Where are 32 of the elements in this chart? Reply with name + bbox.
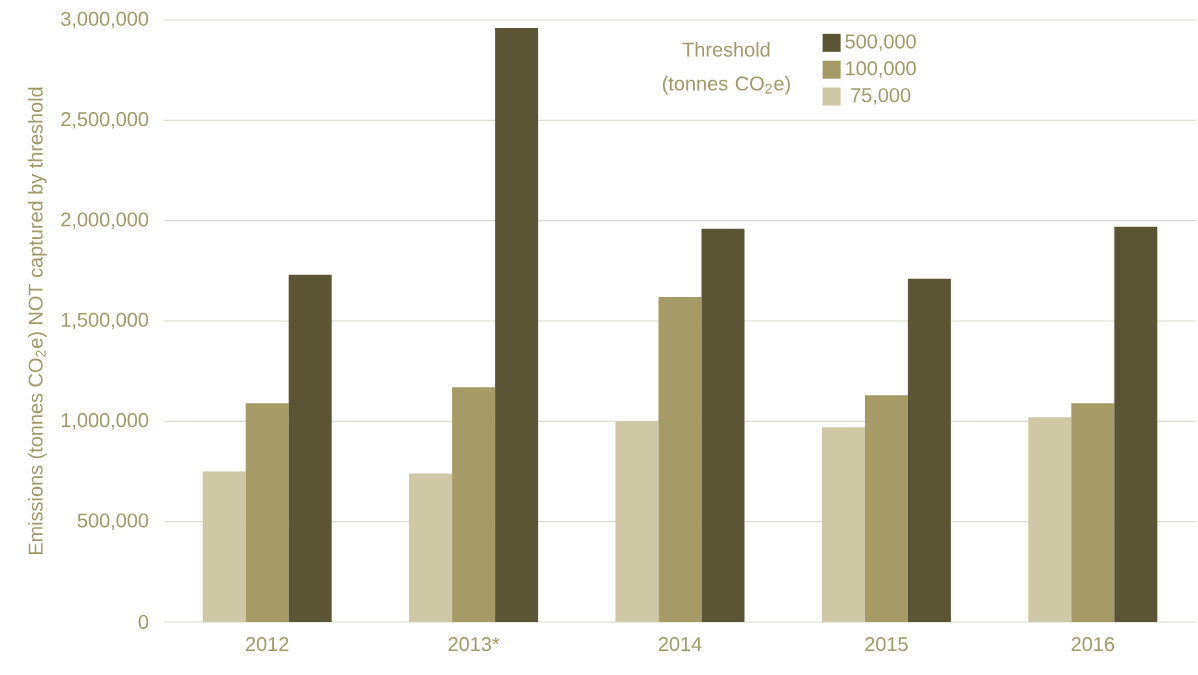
y-axis-title: Emissions (tonnes CO$_{2}$e) NOT captured by threshold — [28, 87, 47, 555]
bar — [409, 473, 453, 622]
bar — [452, 387, 496, 622]
bar — [245, 403, 289, 622]
bar — [701, 228, 745, 622]
x-tick-label: 2013* — [448, 637, 500, 652]
bar — [1114, 226, 1158, 622]
x-tick-label: 2016 — [1071, 637, 1115, 652]
bar — [495, 28, 539, 622]
legend-label: 500,000 — [845, 34, 916, 51]
y-tick-label: 0 — [138, 614, 149, 630]
legend-label: 75,000 — [851, 88, 911, 105]
bar — [1028, 417, 1072, 622]
bar — [202, 471, 246, 622]
legend-label: 100,000 — [846, 61, 916, 78]
x-tick-label: 2012 — [246, 637, 289, 652]
x-tick-label: 2014 — [658, 637, 702, 652]
x-tick-label: 2015 — [865, 637, 908, 652]
bar — [615, 421, 659, 622]
legend-title: Threshold (tonnes CO$_{2}$e) — [662, 42, 790, 95]
y-tick-label: 1,500,000 — [61, 312, 149, 330]
y-tick-label: 2,500,000 — [61, 112, 149, 129]
bar — [821, 427, 865, 622]
bar — [658, 296, 702, 622]
bar — [907, 278, 951, 622]
y-tick-label: 3,000,000 — [61, 11, 149, 29]
bar — [1071, 403, 1115, 622]
bar — [864, 395, 908, 622]
y-tick-label: 2,000,000 — [61, 212, 149, 229]
y-tick-label: 500,000 — [77, 513, 149, 530]
bar — [288, 274, 332, 622]
y-tick-label: 1,000,000 — [61, 413, 149, 430]
